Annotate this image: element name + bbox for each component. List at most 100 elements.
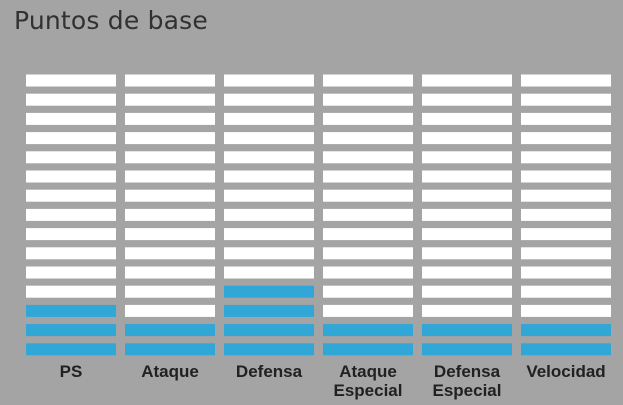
bar-segment-empty	[422, 189, 512, 202]
bar-segment-empty	[521, 93, 611, 106]
bar-segment-empty	[422, 74, 512, 87]
stat-column-4	[323, 74, 413, 356]
bar-segment-empty	[323, 285, 413, 298]
bar-segment-empty	[26, 266, 116, 279]
bar-segment-empty	[422, 228, 512, 241]
bar-segment-empty	[26, 189, 116, 202]
bar-segment-empty	[422, 170, 512, 183]
bar-segment-empty	[521, 74, 611, 87]
bar-segment-empty	[323, 189, 413, 202]
bar-segment-empty	[422, 151, 512, 164]
bar-segment-empty	[26, 151, 116, 164]
bar-segment-filled	[521, 324, 611, 337]
x-tick-label: PS	[60, 362, 83, 381]
x-tick-label: Ataque	[141, 362, 199, 381]
bar-segment-empty	[125, 285, 215, 298]
x-tick-label-line: Ataque	[339, 362, 397, 381]
bar-segment-empty	[224, 170, 314, 183]
stat-column-1	[26, 74, 116, 356]
bar-segment-empty	[323, 208, 413, 221]
x-tick-label: Ataque Especial	[334, 362, 403, 400]
bar-segment-filled	[26, 343, 116, 356]
bar-segment-empty	[521, 132, 611, 145]
bar-segment-filled	[422, 343, 512, 356]
bar-segment-filled	[521, 343, 611, 356]
bar-segment-empty	[521, 247, 611, 260]
bar-segment-empty	[521, 208, 611, 221]
bar-segment-empty	[26, 74, 116, 87]
bar-segment-empty	[224, 112, 314, 125]
bar-segment-empty	[224, 151, 314, 164]
bar-segment-filled	[125, 324, 215, 337]
bar-segment-empty	[125, 151, 215, 164]
stat-column-6	[521, 74, 611, 356]
x-tick-label-line: PS	[60, 362, 83, 381]
bar-segment-filled	[224, 285, 314, 298]
bar-segment-empty	[26, 228, 116, 241]
bar-segment-filled	[224, 324, 314, 337]
bar-segment-empty	[224, 189, 314, 202]
stat-column-2	[125, 74, 215, 356]
bar-segment-empty	[521, 285, 611, 298]
x-tick-label: Defensa	[236, 362, 303, 381]
bar-segment-empty	[26, 132, 116, 145]
bar-segment-empty	[323, 132, 413, 145]
bar-segment-empty	[224, 132, 314, 145]
x-tick-label-line: Velocidad	[526, 362, 605, 381]
bar-segment-empty	[323, 151, 413, 164]
bar-segment-empty	[26, 247, 116, 260]
bar-segment-empty	[125, 208, 215, 221]
bar-segment-empty	[125, 266, 215, 279]
bar-segment-filled	[224, 304, 314, 317]
bar-segment-empty	[521, 170, 611, 183]
bar-segment-empty	[323, 112, 413, 125]
bar-segment-empty	[26, 170, 116, 183]
x-tick-label-line: Defensa	[434, 362, 501, 381]
x-tick-label: Defensa Especial	[433, 362, 502, 400]
bar-segment-empty	[323, 247, 413, 260]
bar-segment-empty	[422, 112, 512, 125]
bar-segment-empty	[224, 208, 314, 221]
bar-segment-empty	[422, 93, 512, 106]
x-tick-label-line: Ataque	[141, 362, 199, 381]
bar-segment-empty	[323, 228, 413, 241]
bar-segment-empty	[26, 285, 116, 298]
bar-segment-filled	[26, 304, 116, 317]
bar-segment-empty	[521, 228, 611, 241]
bar-segment-empty	[224, 93, 314, 106]
bar-segment-empty	[224, 266, 314, 279]
bar-segment-empty	[26, 93, 116, 106]
bar-segment-empty	[521, 151, 611, 164]
chart-title: Puntos de base	[14, 6, 208, 35]
stat-column-5	[422, 74, 512, 356]
bar-segment-empty	[521, 266, 611, 279]
bar-segment-empty	[26, 112, 116, 125]
bar-segment-empty	[125, 112, 215, 125]
bar-segment-empty	[224, 247, 314, 260]
bar-segment-empty	[521, 112, 611, 125]
bar-segment-filled	[26, 324, 116, 337]
x-tick-label: Velocidad	[526, 362, 605, 381]
bar-segment-empty	[422, 132, 512, 145]
bar-segment-empty	[422, 304, 512, 317]
bar-segment-empty	[125, 132, 215, 145]
bar-segment-empty	[224, 74, 314, 87]
bar-segment-empty	[422, 266, 512, 279]
bar-segment-empty	[125, 93, 215, 106]
bar-segment-empty	[224, 228, 314, 241]
bar-segment-empty	[422, 285, 512, 298]
x-tick-label-line: Defensa	[236, 362, 303, 381]
bar-segment-empty	[323, 266, 413, 279]
bar-segment-empty	[323, 93, 413, 106]
bar-segment-empty	[422, 247, 512, 260]
bar-segment-empty	[125, 74, 215, 87]
bar-segment-filled	[224, 343, 314, 356]
bar-segment-empty	[422, 208, 512, 221]
bar-segment-empty	[323, 74, 413, 87]
bar-segment-empty	[125, 189, 215, 202]
x-tick-label-line: Especial	[334, 381, 403, 400]
bar-segment-empty	[323, 170, 413, 183]
bar-segment-empty	[125, 304, 215, 317]
